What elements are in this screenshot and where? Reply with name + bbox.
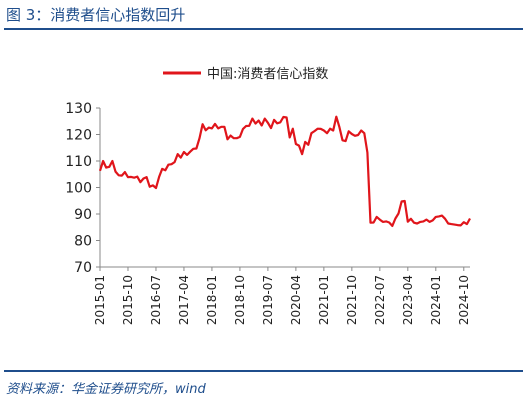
y-tick-label: 100 <box>65 181 92 197</box>
x-tick-label: 2018-10 <box>233 275 247 325</box>
x-tick-label: 2019-07 <box>261 275 275 325</box>
x-tick-label: 2022-07 <box>373 275 387 325</box>
y-axis-ticks: 70 80 90 100 110 120 130 <box>65 101 100 276</box>
y-tick-label: 80 <box>74 234 92 250</box>
y-tick-label: 130 <box>65 101 92 117</box>
x-tick-label: 2017-04 <box>177 275 191 325</box>
legend-label: 中国:消费者信心指数 <box>207 67 328 82</box>
x-tick-label: 2016-07 <box>149 275 163 325</box>
x-tick-label: 2024-10 <box>457 275 471 325</box>
y-tick-label: 110 <box>65 154 92 170</box>
x-tick-label: 2018-01 <box>205 275 219 325</box>
x-axis-ticks: 2015-01 2015-10 2016-07 2017-04 2018-01 2018-… <box>93 267 471 325</box>
series-layer <box>98 115 471 227</box>
source-rule <box>4 370 523 372</box>
y-tick-label: 90 <box>74 207 92 223</box>
series-line <box>98 115 471 227</box>
y-tick-label: 70 <box>74 260 92 276</box>
x-tick-label: 2023-04 <box>401 275 415 325</box>
x-tick-label: 2015-10 <box>121 275 135 325</box>
y-tick-label: 120 <box>65 128 92 144</box>
legend: 中国:消费者信心指数 <box>163 67 328 82</box>
figure-title: 图 3：消费者信心指数回升 <box>6 6 186 24</box>
x-tick-label: 2021-01 <box>317 275 331 325</box>
x-tick-label: 2020-04 <box>289 275 303 325</box>
x-tick-label: 2015-01 <box>93 275 107 325</box>
source-note: 资料来源：华金证券研究所，wind <box>6 382 206 397</box>
x-tick-label: 2024-01 <box>429 275 443 325</box>
title-rule <box>4 28 523 30</box>
x-tick-label: 2021-10 <box>345 275 359 325</box>
